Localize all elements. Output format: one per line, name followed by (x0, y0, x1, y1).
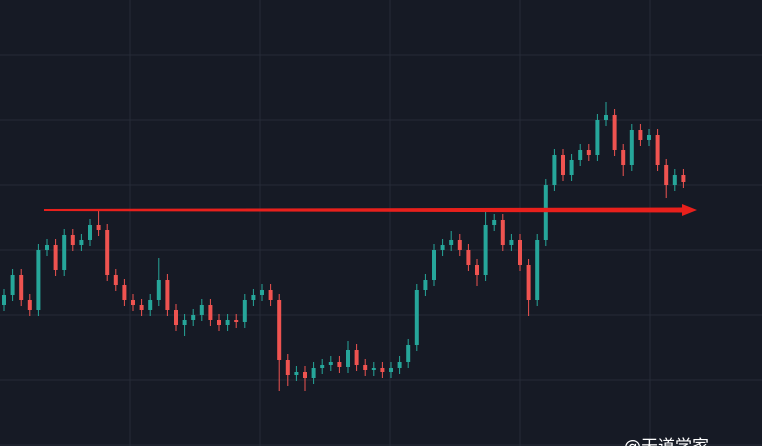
candle-body (79, 240, 84, 245)
candle-body (466, 250, 471, 265)
candle-body (363, 365, 368, 370)
candle-body (131, 300, 135, 305)
candle-body (311, 368, 316, 378)
candle-body (672, 175, 677, 185)
candle-body (475, 265, 479, 275)
candle-body (595, 120, 600, 155)
candle-body (389, 368, 393, 372)
candle-body (165, 280, 170, 310)
candle-body (156, 280, 161, 300)
candle-body (148, 300, 153, 310)
candle-body (45, 245, 49, 250)
candle-body (251, 295, 256, 300)
candle-body (53, 245, 58, 270)
candle-body (526, 265, 531, 300)
candle-body (681, 175, 686, 182)
candle-body (27, 300, 32, 310)
candle-body (500, 220, 505, 245)
candle-body (578, 150, 583, 160)
candle-body (569, 160, 574, 175)
candle-body (440, 245, 445, 250)
candle-body (586, 150, 591, 155)
candle-body (36, 250, 41, 310)
level-arrowhead (682, 204, 697, 216)
candle-body (664, 165, 669, 185)
candle-body (346, 350, 350, 367)
candle-body (337, 362, 342, 367)
candle-body (2, 295, 6, 305)
candle-body (432, 250, 436, 280)
candle-body (414, 290, 419, 345)
watermark: @天道学家 (624, 437, 709, 446)
candle-body (535, 240, 540, 300)
candle-body (518, 240, 522, 265)
candles (2, 102, 686, 391)
candle-body (371, 368, 376, 370)
candle-body (320, 365, 325, 368)
candle-body (604, 115, 608, 120)
candle-body (543, 185, 548, 240)
candle-body (552, 155, 557, 185)
candle-body (449, 240, 454, 245)
overlay (44, 204, 697, 216)
candle-body (139, 305, 144, 310)
candle-body (406, 345, 411, 362)
candle-body (638, 130, 643, 140)
candle-body (260, 290, 264, 295)
candle-body (354, 350, 359, 365)
candle-body (208, 305, 213, 320)
candle-body (199, 305, 204, 315)
candle-body (191, 315, 196, 320)
candle-body (105, 230, 110, 275)
candle-body (19, 275, 24, 300)
candle-body (234, 320, 239, 322)
candle-body (561, 155, 565, 175)
candle-body (629, 130, 634, 165)
candle-body (182, 320, 187, 325)
candle-body (328, 362, 333, 365)
candle-body (277, 300, 282, 360)
candle-body (423, 280, 428, 290)
candle-body (96, 225, 101, 230)
candle-body (122, 285, 127, 300)
candle-body (492, 220, 497, 225)
candle-body (509, 240, 514, 245)
candle-body (457, 240, 462, 250)
candle-body (621, 150, 626, 165)
candle-body (483, 225, 488, 275)
candle-body (268, 290, 273, 300)
candle-body (303, 372, 307, 378)
candle-body (647, 135, 651, 140)
candle-body (612, 115, 617, 150)
candle-body (88, 225, 92, 240)
candle-body (113, 275, 118, 285)
candle-body (70, 235, 75, 245)
candle-body (294, 372, 299, 375)
candle-body (397, 362, 402, 368)
candle-body (242, 300, 247, 322)
candle-body (380, 368, 385, 372)
level-line (44, 207, 684, 213)
candle-body (174, 310, 178, 325)
candle-body (655, 135, 660, 165)
candle-body (62, 235, 67, 270)
candle-body (225, 320, 230, 325)
candle-body (217, 320, 221, 325)
candle-body (285, 360, 290, 375)
candle-body (10, 275, 15, 295)
